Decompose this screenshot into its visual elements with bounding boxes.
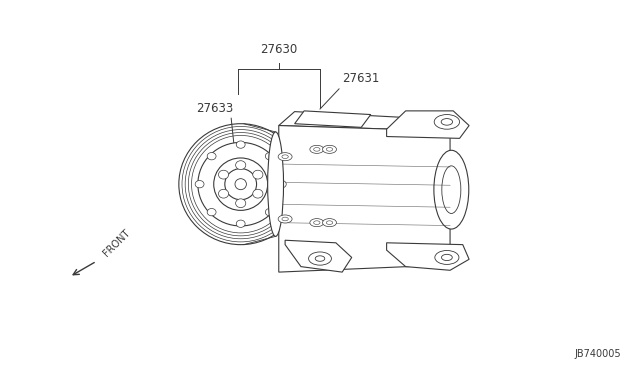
Ellipse shape	[253, 189, 263, 198]
Ellipse shape	[236, 161, 246, 170]
Ellipse shape	[195, 180, 204, 188]
Text: JB740005: JB740005	[575, 349, 621, 359]
Ellipse shape	[282, 155, 288, 158]
Ellipse shape	[323, 219, 337, 227]
Text: 27630: 27630	[260, 43, 298, 56]
Ellipse shape	[253, 170, 263, 179]
Ellipse shape	[268, 132, 284, 236]
Ellipse shape	[266, 208, 274, 216]
Ellipse shape	[326, 221, 333, 224]
Ellipse shape	[218, 170, 228, 179]
Ellipse shape	[225, 169, 257, 200]
Ellipse shape	[434, 115, 460, 129]
Polygon shape	[387, 243, 469, 270]
Ellipse shape	[218, 189, 228, 198]
Ellipse shape	[314, 148, 320, 151]
Ellipse shape	[198, 142, 284, 226]
Ellipse shape	[214, 158, 268, 211]
Ellipse shape	[326, 148, 333, 151]
Text: 27633: 27633	[196, 102, 234, 115]
Ellipse shape	[441, 119, 452, 125]
Polygon shape	[279, 125, 450, 272]
Ellipse shape	[314, 221, 320, 224]
Ellipse shape	[277, 180, 286, 188]
Ellipse shape	[316, 256, 324, 261]
Ellipse shape	[442, 254, 452, 260]
Polygon shape	[294, 111, 371, 127]
Polygon shape	[279, 112, 453, 131]
Text: FRONT: FRONT	[102, 228, 132, 258]
Ellipse shape	[434, 150, 468, 229]
Ellipse shape	[236, 220, 245, 227]
Ellipse shape	[266, 153, 274, 160]
Ellipse shape	[207, 153, 216, 160]
Ellipse shape	[308, 252, 332, 265]
Ellipse shape	[278, 215, 292, 223]
Ellipse shape	[236, 141, 245, 148]
Ellipse shape	[207, 208, 216, 216]
Text: 27631: 27631	[342, 72, 380, 85]
Ellipse shape	[236, 199, 246, 208]
Ellipse shape	[235, 179, 246, 190]
Ellipse shape	[179, 124, 303, 245]
Ellipse shape	[278, 153, 292, 161]
Ellipse shape	[282, 217, 288, 221]
Ellipse shape	[323, 145, 337, 153]
Ellipse shape	[310, 219, 324, 227]
Ellipse shape	[435, 250, 459, 264]
Ellipse shape	[442, 166, 461, 214]
Ellipse shape	[310, 145, 324, 153]
Polygon shape	[285, 240, 352, 272]
Polygon shape	[387, 111, 469, 138]
